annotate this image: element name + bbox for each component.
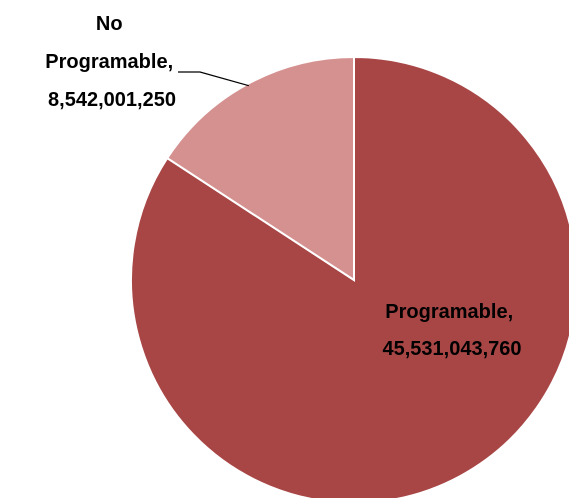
leader-line-no-programable	[178, 71, 249, 87]
pie-slice-no-programable	[165, 55, 355, 282]
leader-lines	[178, 71, 249, 87]
slice-label-no-programable-value: 8,542,001,250	[48, 89, 176, 111]
slice-label-programable-value: 45,531,043,760	[382, 338, 521, 360]
slice-label-no-programable-name-line1: No	[96, 13, 123, 35]
slice-label-programable-name: Programable,	[385, 301, 513, 323]
slice-label-no-programable-name-line2: Programable,	[45, 51, 173, 73]
pie-slices	[130, 55, 569, 498]
slice-label-no-programable: No Programable, 8,542,001,250	[45, 13, 178, 111]
slice-label-programable: Programable, 45,531,043,760	[382, 301, 521, 360]
